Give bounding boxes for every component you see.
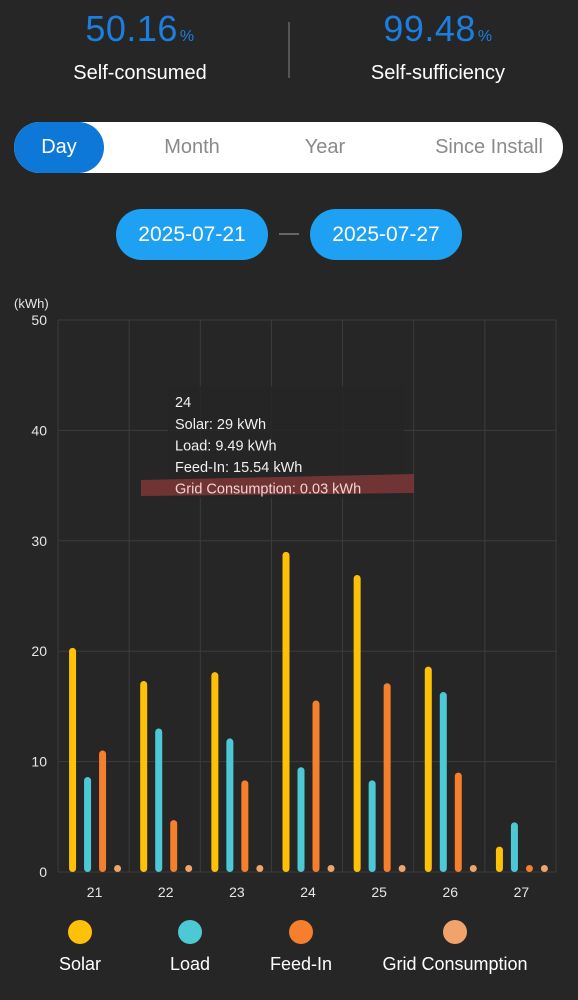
solar-bar	[424, 666, 432, 872]
feed-in-bar	[383, 683, 391, 872]
legend-solar-label: Solar	[58, 954, 102, 974]
grid-consumption-bar	[185, 865, 193, 872]
tab-year[interactable]: Year	[304, 136, 346, 158]
legend-feed-in[interactable]: Feed-In	[256, 918, 346, 975]
self-consumed-value: 50.16%	[10, 8, 270, 50]
x-tick-label: 21	[87, 884, 103, 900]
legend-grid-consumption-label: Grid Consumption	[382, 954, 528, 974]
feed-in-bar	[99, 750, 107, 872]
solar-bar	[282, 551, 290, 872]
self-consumed-label: Self-consumed	[73, 62, 207, 84]
y-tick-label: 10	[31, 754, 47, 770]
load-bar	[226, 738, 234, 872]
tab-since-install[interactable]: Since Install	[435, 136, 543, 158]
x-tick-label: 27	[514, 884, 530, 900]
tooltip-line: Feed-In: 15.54 kWh	[175, 460, 302, 476]
solar-bar	[353, 575, 361, 872]
y-axis-label: (kWh)	[14, 296, 49, 311]
self-sufficiency-label: Self-sufficiency	[370, 62, 506, 84]
tab-month[interactable]: Month	[164, 136, 220, 158]
load-bar	[84, 777, 92, 872]
period-tabs: Day Month Year Since Install	[14, 122, 563, 173]
load-bar	[439, 692, 447, 872]
tooltip-line: Load: 9.49 kWh	[175, 439, 277, 455]
load-bar	[510, 822, 518, 872]
grid-consumption-bar	[256, 865, 264, 872]
solar-bar	[69, 647, 77, 872]
self-sufficiency-stat: 99.48% Self-sufficiency	[308, 8, 568, 85]
feed-in-bar	[170, 820, 178, 872]
load-bar	[155, 728, 163, 872]
date-range-separator	[279, 233, 299, 235]
self-sufficiency-value: 99.48%	[308, 8, 568, 50]
grid-consumption-bar	[327, 865, 335, 872]
y-tick-label: 40	[31, 422, 47, 438]
self-sufficiency-number: 99.48	[383, 8, 476, 49]
tooltip-highlight	[141, 474, 414, 496]
legend-load-label: Load	[169, 954, 211, 974]
feed-in-bar	[454, 772, 462, 872]
tooltip-line: Grid Consumption: 0.03 kWh	[175, 482, 361, 498]
x-tick-label: 24	[300, 884, 316, 900]
x-tick-label: 25	[371, 884, 387, 900]
feed-in-bar	[525, 865, 533, 872]
solar-bar	[140, 681, 148, 872]
self-consumed-stat: 50.16% Self-consumed	[10, 8, 270, 85]
chart-legend: Solar Load Feed-In Grid Consumption	[0, 918, 578, 988]
tab-day[interactable]: Day	[14, 122, 104, 173]
tooltip-title: 24	[175, 395, 191, 411]
grid-consumption-bar	[469, 865, 477, 872]
legend-feed-in-label: Feed-In	[269, 954, 333, 974]
legend-solar-swatch	[68, 920, 92, 944]
load-bar	[368, 780, 376, 872]
end-date-button[interactable]: 2025-07-27	[310, 209, 462, 260]
x-tick-label: 26	[442, 884, 458, 900]
grid-consumption-bar	[398, 865, 406, 872]
tooltip-line: Solar: 29 kWh	[175, 417, 266, 433]
legend-load-swatch	[178, 920, 202, 944]
feed-in-bar	[241, 780, 249, 872]
y-tick-label: 30	[31, 533, 47, 549]
load-bar	[297, 767, 305, 872]
self-consumed-unit: %	[179, 28, 195, 45]
stats-header: 50.16% Self-consumed 99.48% Self-suffici…	[0, 0, 578, 110]
energy-bar-chart[interactable]: 0 10 20 30 40 50(kWh) 21 22 23 24 25 26 27 24 Solar: 2…	[0, 290, 578, 905]
legend-grid-consumption-swatch	[443, 920, 467, 944]
y-tick-label: 50	[31, 312, 47, 328]
grid-consumption-bar	[540, 865, 548, 872]
solar-bar	[211, 672, 219, 872]
start-date-button[interactable]: 2025-07-21	[116, 209, 268, 260]
feed-in-bar	[312, 700, 320, 872]
x-tick-label: 22	[158, 884, 174, 900]
y-tick-label: 20	[31, 643, 47, 659]
x-tick-label: 23	[229, 884, 245, 900]
legend-feed-in-swatch	[289, 920, 313, 944]
self-sufficiency-unit: %	[477, 28, 493, 45]
solar-bar	[495, 846, 503, 872]
y-tick-label: 0	[39, 864, 47, 880]
grid-consumption-bar	[114, 865, 122, 872]
legend-solar[interactable]: Solar	[40, 918, 120, 975]
legend-load[interactable]: Load	[150, 918, 230, 975]
self-consumed-number: 50.16	[85, 8, 178, 49]
legend-grid-consumption[interactable]: Grid Consumption	[375, 918, 535, 975]
stats-divider	[288, 22, 290, 78]
